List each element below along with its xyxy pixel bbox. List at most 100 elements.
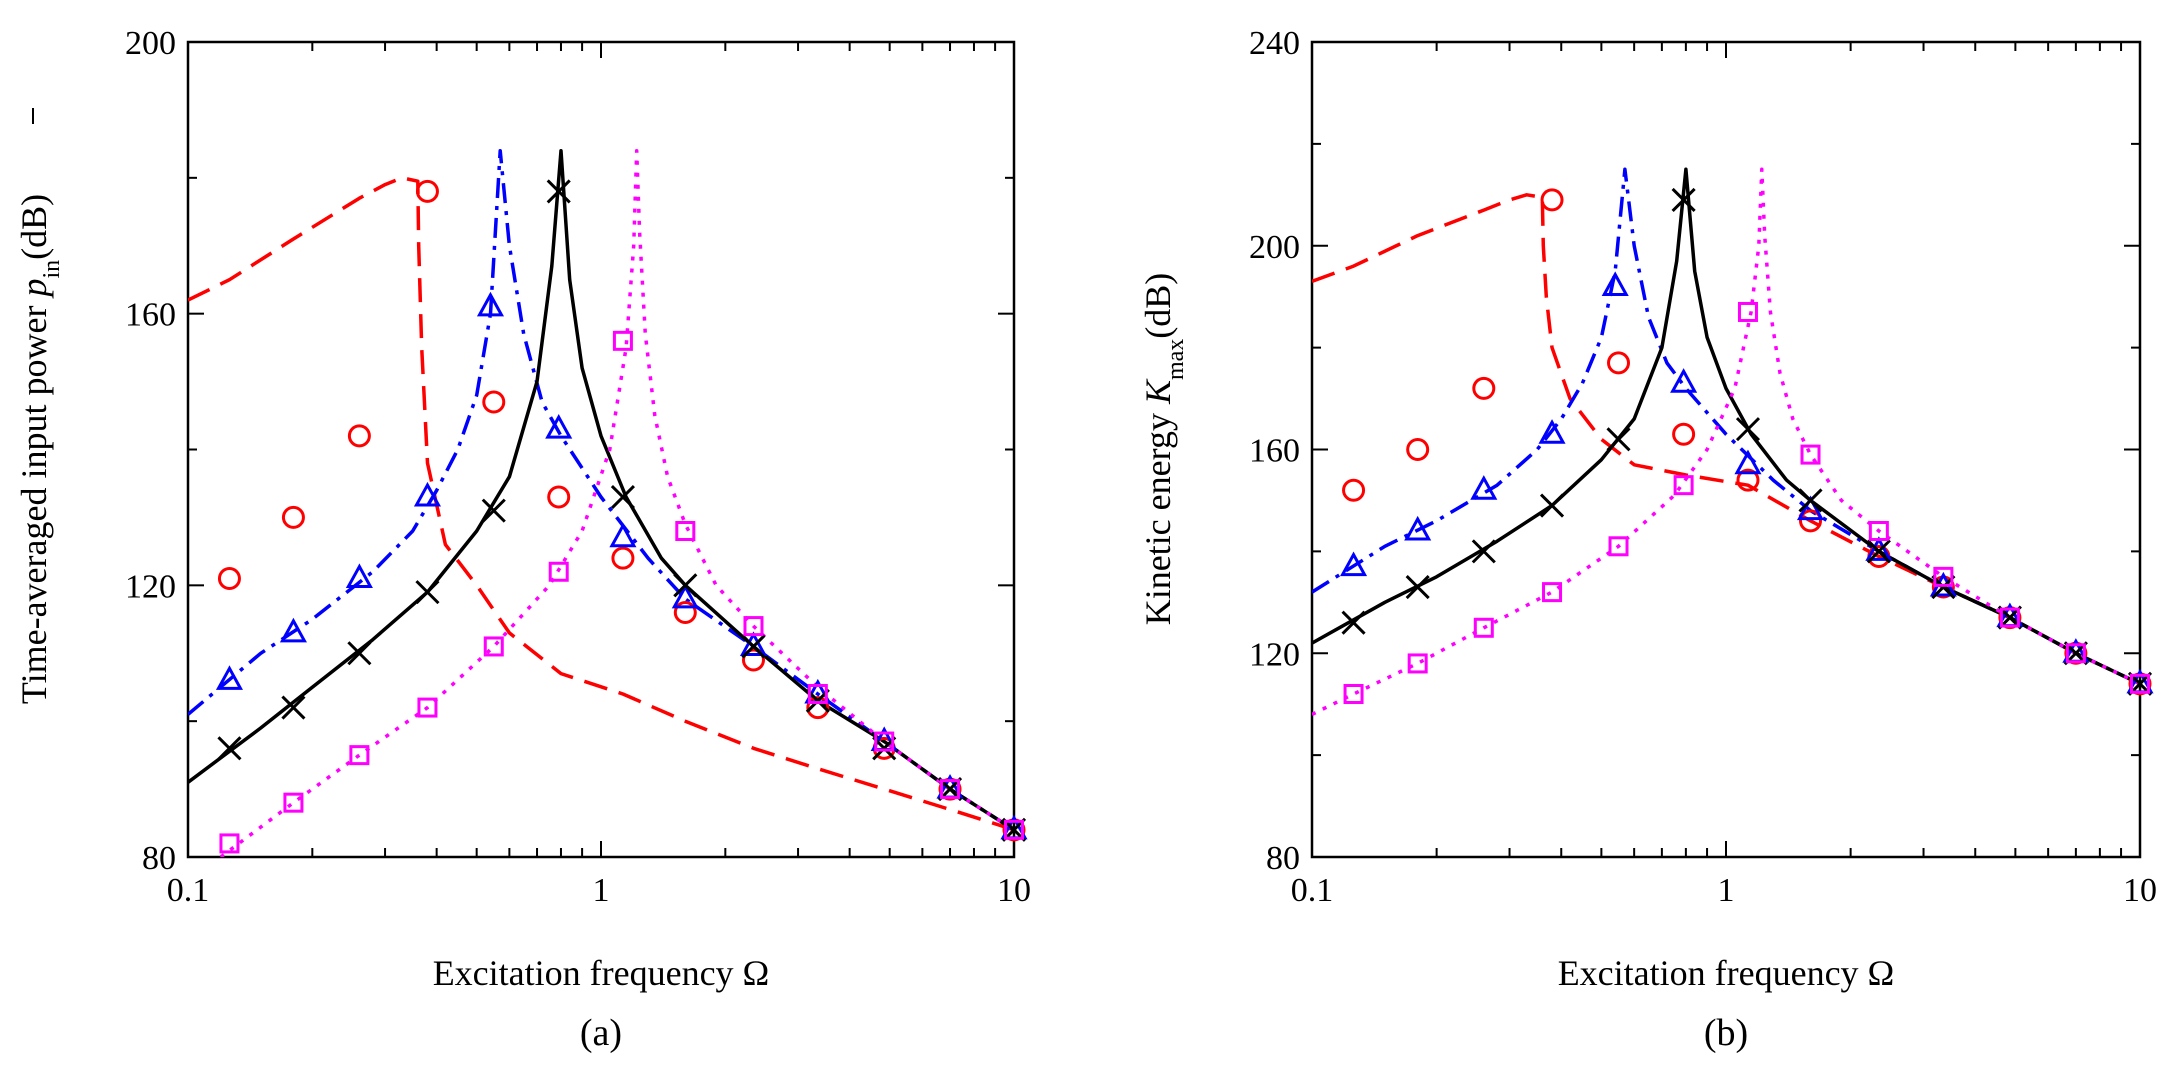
marker-square bbox=[1933, 566, 1954, 587]
marker-triangle bbox=[545, 414, 573, 439]
marker-triangle bbox=[345, 563, 373, 589]
marker-circle bbox=[281, 505, 305, 529]
marker-square bbox=[283, 792, 304, 813]
series-line-dotted bbox=[219, 148, 1014, 857]
marker-x bbox=[741, 634, 766, 659]
marker-square bbox=[1473, 617, 1494, 638]
plot-frame bbox=[1310, 40, 2142, 859]
marker-square bbox=[349, 745, 370, 766]
y-tick-label: 160 bbox=[1249, 433, 1300, 470]
marker-x bbox=[673, 573, 698, 598]
marker-layer bbox=[1340, 187, 2154, 704]
marker-triangle bbox=[1865, 536, 1893, 561]
marker-circle bbox=[482, 390, 506, 414]
marker-circle bbox=[415, 179, 439, 203]
x-tick-label: 0.1 bbox=[167, 872, 210, 909]
marker-circle bbox=[217, 567, 241, 591]
panel-label: (b) bbox=[1704, 1012, 1748, 1054]
marker-square bbox=[1999, 607, 2020, 628]
marker-triangle bbox=[1734, 449, 1762, 475]
y-tick-label: 200 bbox=[125, 25, 176, 62]
marker-square bbox=[1673, 475, 1694, 496]
y-tick-labels: 80 120 160 200 240 bbox=[1249, 25, 1300, 877]
marker-circle bbox=[1736, 468, 1760, 492]
marker-x bbox=[281, 695, 306, 720]
marker-square bbox=[1343, 684, 1364, 704]
marker-triangle bbox=[1470, 475, 1498, 500]
series-line-dashdot bbox=[188, 148, 1014, 832]
marker-circle bbox=[1607, 351, 1631, 375]
marker-triangle bbox=[739, 631, 768, 656]
y-tick-label: 120 bbox=[125, 568, 176, 605]
marker-square bbox=[2065, 643, 2086, 664]
marker-triangle bbox=[1538, 419, 1566, 444]
x-axis-label: Excitation frequency Ω bbox=[1558, 953, 1895, 993]
chart-panel-a: 0.1 1 10 80 120 160 200 Excitation frequ… bbox=[14, 25, 1031, 1054]
y-tick-labels: 80 120 160 200 bbox=[125, 25, 176, 877]
marker-x bbox=[1405, 574, 1430, 600]
marker-square bbox=[1800, 444, 1821, 465]
marker-square bbox=[417, 697, 438, 718]
series-line-solid bbox=[188, 148, 1014, 832]
marker-circle bbox=[741, 648, 765, 672]
marker-x bbox=[1539, 493, 1565, 518]
marker-x bbox=[217, 736, 242, 761]
marker-square bbox=[743, 616, 764, 637]
marker-circle bbox=[806, 696, 830, 720]
y-tick-label: 80 bbox=[1266, 840, 1300, 877]
y-tick-label: 160 bbox=[125, 297, 176, 334]
marker-triangle bbox=[609, 522, 637, 548]
marker-x bbox=[1671, 187, 1696, 212]
marker-circle bbox=[547, 485, 571, 509]
y-axis-label: Time-averaged input power pin(dB) bbox=[14, 194, 65, 704]
marker-square bbox=[548, 561, 569, 582]
x-tick-label: 0.1 bbox=[1291, 872, 1334, 909]
marker-square bbox=[1542, 582, 1563, 603]
x-tick-labels: 0.1 1 10 bbox=[167, 872, 1031, 909]
marker-x bbox=[1798, 488, 1823, 513]
chart-panel-b: 0.1 1 10 80 120 160 200 240 Excitation f… bbox=[1138, 25, 2157, 1054]
marker-triangle bbox=[1796, 495, 1825, 521]
marker-x bbox=[481, 498, 506, 523]
marker-x bbox=[1735, 417, 1761, 442]
marker-square bbox=[219, 833, 240, 854]
marker-circle bbox=[347, 424, 371, 448]
x-tick-label: 10 bbox=[2123, 872, 2157, 909]
marker-square bbox=[2130, 673, 2150, 694]
marker-circle bbox=[1799, 509, 1823, 533]
marker-x bbox=[415, 580, 440, 605]
y-tick-label: 240 bbox=[1249, 25, 1300, 62]
marker-x bbox=[1341, 610, 1366, 635]
marker-layer bbox=[215, 179, 1028, 854]
y-axis-label: Kinetic energy Kmax(dB) bbox=[1138, 273, 1189, 626]
panel-label: (a) bbox=[580, 1012, 622, 1054]
marker-x bbox=[1471, 539, 1496, 564]
x-tick-labels: 0.1 1 10 bbox=[1291, 872, 2157, 909]
marker-x bbox=[347, 641, 372, 666]
marker-circle bbox=[1472, 376, 1496, 400]
series-line-dashdot bbox=[1312, 167, 2140, 686]
marker-triangle bbox=[1404, 515, 1432, 541]
marker-x bbox=[546, 179, 571, 204]
marker-circle bbox=[1342, 478, 1366, 502]
marker-x bbox=[1866, 539, 1891, 564]
series-line-dotted bbox=[1312, 167, 2140, 716]
marker-triangle bbox=[279, 617, 307, 643]
series-layer bbox=[1312, 167, 2140, 716]
marker-circle bbox=[611, 546, 635, 570]
plot-frame bbox=[186, 40, 1016, 859]
y-tick-label: 200 bbox=[1249, 229, 1300, 266]
marker-circle bbox=[1540, 188, 1564, 212]
marker-triangle bbox=[1340, 551, 1368, 577]
marker-square bbox=[1004, 819, 1024, 840]
axis-ticks bbox=[187, 41, 1015, 858]
series-line-solid bbox=[1312, 167, 2140, 686]
x-axis-label: Excitation frequency Ω bbox=[433, 953, 770, 993]
marker-triangle bbox=[671, 583, 699, 609]
marker-square bbox=[612, 330, 633, 351]
marker-circle bbox=[1672, 422, 1696, 446]
marker-triangle bbox=[215, 665, 243, 690]
series-line-dashed bbox=[188, 176, 1014, 832]
marker-square bbox=[1407, 653, 1428, 674]
